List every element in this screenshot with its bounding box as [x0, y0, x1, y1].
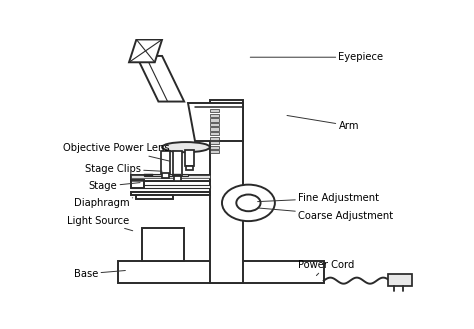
Bar	[388, 274, 412, 287]
Circle shape	[222, 185, 275, 221]
Bar	[185, 150, 194, 166]
Text: Fine Adjustment: Fine Adjustment	[258, 193, 379, 203]
Text: Light Source: Light Source	[66, 215, 133, 231]
Bar	[131, 192, 210, 195]
Bar	[210, 123, 219, 126]
Text: Eyepiece: Eyepiece	[250, 52, 383, 62]
Bar	[210, 150, 219, 153]
Bar	[210, 109, 219, 113]
Bar	[210, 127, 219, 131]
Bar	[131, 175, 210, 181]
Ellipse shape	[162, 142, 210, 152]
Text: Diaphragm: Diaphragm	[74, 198, 133, 208]
Polygon shape	[137, 56, 184, 102]
Text: Stage: Stage	[89, 181, 140, 191]
Polygon shape	[129, 39, 162, 62]
Bar	[174, 176, 181, 181]
Text: Arm: Arm	[287, 115, 359, 131]
Bar	[144, 174, 188, 176]
Bar	[210, 100, 243, 283]
Bar	[118, 261, 324, 283]
Text: Stage Clips: Stage Clips	[85, 164, 162, 174]
Bar	[131, 185, 210, 188]
Bar	[145, 174, 153, 176]
Bar	[210, 114, 219, 117]
Circle shape	[237, 194, 261, 211]
Bar	[137, 195, 173, 199]
Bar	[131, 175, 210, 178]
Bar	[210, 132, 219, 135]
Bar	[142, 228, 184, 261]
Bar	[173, 151, 182, 176]
Bar	[163, 173, 169, 178]
Bar	[210, 137, 219, 140]
Text: Objective Power Lens: Objective Power Lens	[63, 143, 170, 161]
Text: Base: Base	[74, 269, 125, 279]
Bar	[210, 118, 219, 121]
Bar	[210, 141, 219, 144]
Bar	[161, 151, 170, 174]
Text: Coarse Adjustment: Coarse Adjustment	[258, 208, 393, 220]
Text: Power Cord: Power Cord	[298, 261, 355, 276]
Bar	[173, 174, 181, 176]
Bar	[186, 165, 192, 170]
Bar	[210, 146, 219, 149]
Bar	[131, 180, 144, 188]
Polygon shape	[188, 103, 243, 141]
